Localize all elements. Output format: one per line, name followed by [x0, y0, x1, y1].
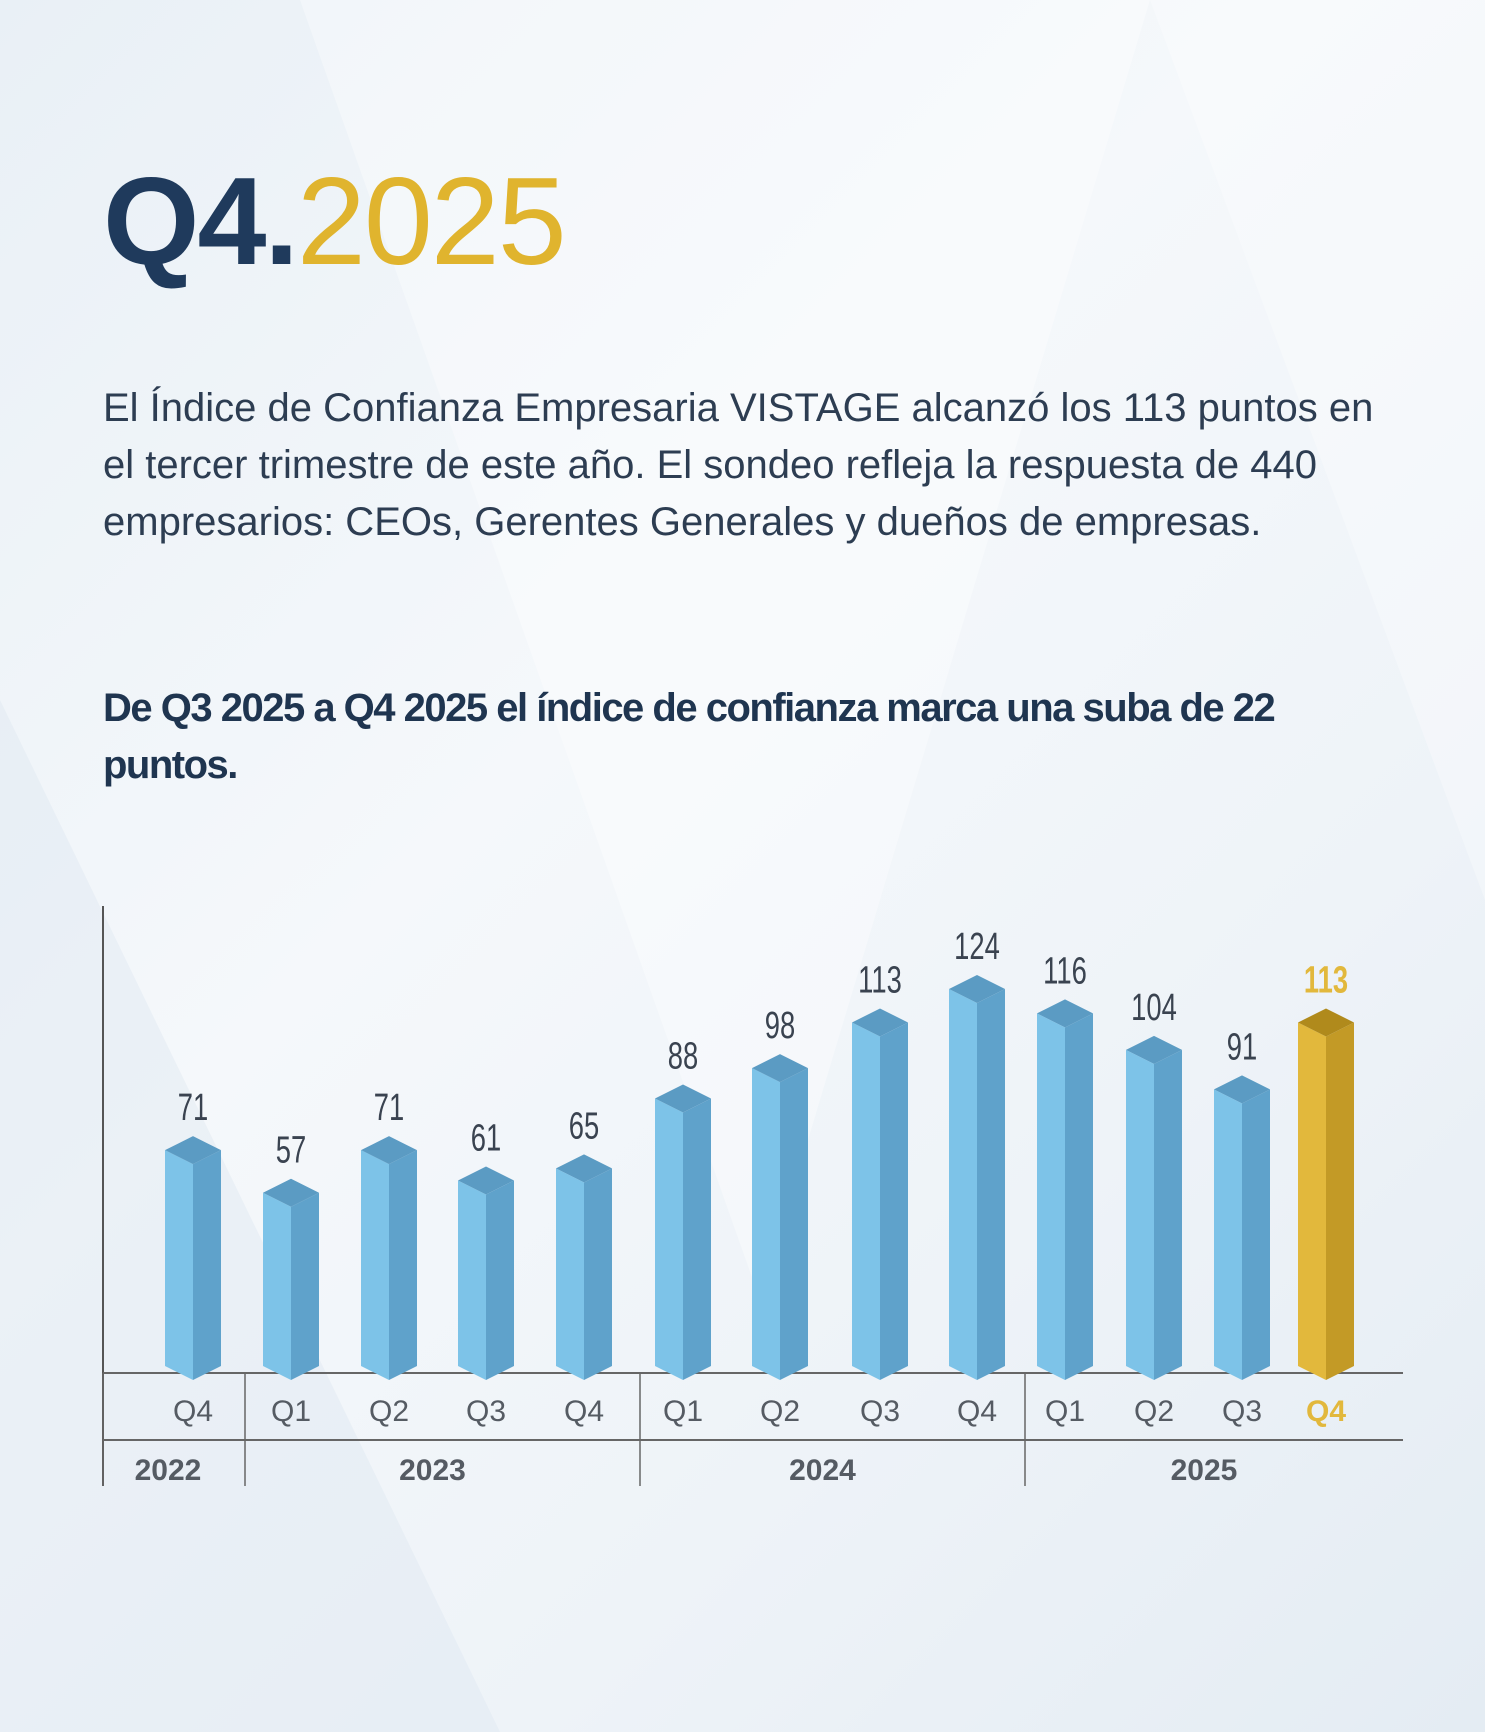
bar-side-face — [193, 1150, 221, 1380]
bar-front-face — [655, 1098, 683, 1380]
bar-side-face — [389, 1150, 417, 1380]
bar-side-face — [1242, 1089, 1270, 1380]
highlight-statement: De Q3 2025 a Q4 2025 el índice de confia… — [103, 686, 1276, 787]
x-tick-label: Q1 — [1045, 1395, 1085, 1428]
bar-front-face — [263, 1192, 291, 1380]
bar-side-face — [683, 1098, 711, 1380]
x-tick-label: Q2 — [1134, 1395, 1174, 1428]
year-label: 2023 — [399, 1454, 466, 1487]
data-label: 104 — [1131, 987, 1177, 1029]
x-tick-label: Q3 — [860, 1395, 900, 1428]
bar-front-face — [556, 1168, 584, 1380]
bar-side-face — [1154, 1049, 1182, 1380]
bar-4 — [556, 1154, 612, 1380]
bar-side-face — [1326, 1022, 1354, 1380]
x-tick-label: Q1 — [271, 1395, 311, 1428]
title-year: 2025 — [296, 153, 567, 291]
data-label: 71 — [374, 1087, 404, 1129]
bar-front-face — [458, 1180, 486, 1380]
bar-top-face — [1298, 1008, 1354, 1037]
bar-6 — [752, 1054, 808, 1380]
x-tick-label: Q4 — [564, 1395, 604, 1428]
bar-2 — [361, 1136, 417, 1380]
bar-0 — [165, 1136, 221, 1380]
bar-side-face — [780, 1068, 808, 1380]
year-label: 2025 — [1171, 1454, 1238, 1487]
bar-front-face — [1037, 1013, 1065, 1380]
data-label: 98 — [765, 1005, 795, 1047]
bar-top-face — [852, 1008, 908, 1037]
bar-top-face — [556, 1154, 612, 1183]
bar-front-face — [752, 1068, 780, 1380]
bar-side-face — [880, 1022, 908, 1380]
page-title: Q4.2025 — [103, 160, 567, 284]
bar-top-face — [165, 1136, 221, 1165]
bar-front-face — [852, 1022, 880, 1380]
bar-7 — [852, 1008, 908, 1380]
data-label: 113 — [1304, 959, 1348, 1001]
bar-10 — [1126, 1035, 1182, 1380]
bar-top-face — [1126, 1035, 1182, 1064]
bar-5 — [655, 1084, 711, 1380]
bar-9 — [1037, 999, 1093, 1380]
bar-1 — [263, 1178, 319, 1380]
bar-front-face — [1298, 1022, 1326, 1380]
bar-front-face — [1126, 1049, 1154, 1380]
data-label: 91 — [1227, 1026, 1257, 1068]
bar-front-face — [165, 1150, 193, 1380]
data-label: 88 — [668, 1035, 698, 1077]
x-tick-label: Q4 — [173, 1395, 213, 1428]
data-label: 61 — [471, 1117, 501, 1159]
data-label: 113 — [858, 959, 902, 1001]
data-label: 65 — [569, 1105, 599, 1147]
bar-top-face — [361, 1136, 417, 1165]
x-tick-label: Q2 — [369, 1395, 409, 1428]
data-label: 57 — [276, 1129, 306, 1171]
year-label: 2022 — [135, 1454, 202, 1487]
x-tick-label: Q2 — [760, 1395, 800, 1428]
title-quarter: Q4. — [103, 153, 299, 291]
bar-top-face — [949, 975, 1005, 1004]
bar-3 — [458, 1166, 514, 1380]
bar-8 — [949, 975, 1005, 1380]
bar-top-face — [752, 1054, 808, 1083]
x-tick-label: Q4 — [957, 1395, 997, 1428]
data-label: 124 — [954, 926, 1000, 968]
bar-top-face — [458, 1166, 514, 1195]
x-tick-label: Q1 — [663, 1395, 703, 1428]
bar-side-face — [291, 1192, 319, 1380]
bar-11 — [1214, 1075, 1270, 1380]
year-label: 2024 — [789, 1454, 856, 1487]
bar-12 — [1298, 1008, 1354, 1380]
bar-side-face — [486, 1180, 514, 1380]
x-tick-label: Q3 — [1222, 1395, 1262, 1428]
bar-front-face — [949, 989, 977, 1380]
bar-top-face — [655, 1084, 711, 1113]
x-tick-label: Q4 — [1306, 1395, 1346, 1428]
bar-side-face — [1065, 1013, 1093, 1380]
bar-top-face — [263, 1178, 319, 1207]
x-tick-label: Q3 — [466, 1395, 506, 1428]
bar-front-face — [361, 1150, 389, 1380]
bar-top-face — [1214, 1075, 1270, 1104]
bar-front-face — [1214, 1089, 1242, 1380]
data-label: 116 — [1043, 950, 1087, 992]
bar-side-face — [584, 1168, 612, 1380]
intro-paragraph: El Índice de Confianza Empresaria VISTAG… — [103, 386, 1374, 544]
data-label: 71 — [178, 1087, 208, 1129]
bar-side-face — [977, 989, 1005, 1380]
bar-top-face — [1037, 999, 1093, 1028]
